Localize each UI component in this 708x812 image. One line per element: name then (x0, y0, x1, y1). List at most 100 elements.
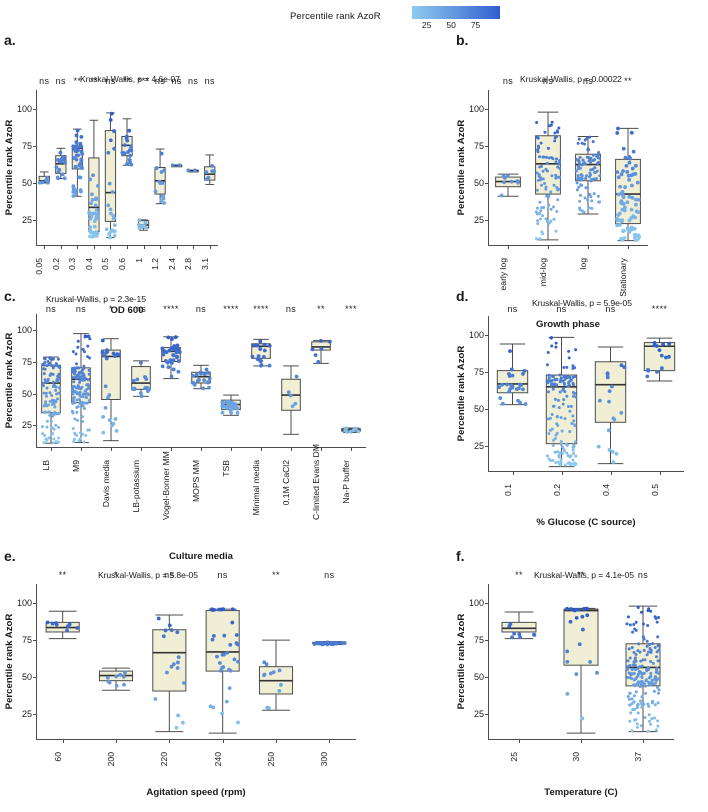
data-point (647, 676, 651, 680)
data-point (532, 632, 536, 637)
data-point (625, 667, 629, 671)
data-point (630, 677, 634, 681)
data-point (56, 378, 60, 382)
data-point (630, 667, 634, 671)
data-point (271, 670, 276, 675)
data-point (646, 729, 650, 733)
data-point (173, 347, 178, 352)
data-point (73, 367, 77, 371)
data-point (104, 227, 109, 232)
data-point (54, 165, 59, 170)
data-point (215, 654, 219, 659)
y-tick-label: 25 (21, 214, 32, 225)
data-point (502, 176, 507, 180)
data-point (655, 650, 659, 654)
data-point (545, 161, 549, 165)
data-point (587, 175, 591, 179)
y-tick-mark (33, 393, 36, 395)
data-point (558, 463, 562, 467)
data-point (656, 671, 660, 675)
x-tick-mark (329, 740, 331, 743)
data-point (166, 335, 171, 340)
data-point (279, 682, 283, 687)
data-point (277, 689, 282, 693)
data-point (112, 233, 117, 238)
data-point (46, 380, 50, 384)
data-point (565, 606, 569, 611)
y-tick-label: 50 (21, 388, 32, 399)
significance-marker: *** (345, 304, 357, 314)
data-point (580, 141, 584, 145)
data-point (664, 355, 668, 360)
data-point (51, 380, 55, 384)
data-point (42, 391, 46, 395)
data-point (329, 641, 334, 646)
data-point (632, 650, 636, 654)
x-tick-label: 60 (52, 752, 63, 762)
data-point (85, 387, 89, 391)
data-point (71, 427, 75, 431)
data-point (202, 378, 207, 383)
data-point (595, 670, 599, 675)
data-point (90, 192, 94, 197)
data-point (596, 194, 600, 198)
data-point (553, 139, 557, 143)
data-point (82, 392, 86, 396)
data-point (108, 211, 113, 216)
data-point (587, 206, 591, 210)
data-point (636, 605, 640, 609)
data-point (575, 188, 579, 192)
data-point (650, 701, 654, 705)
data-point (634, 652, 638, 656)
boxplot-group (312, 640, 347, 647)
data-point (181, 681, 186, 685)
data-point (659, 366, 664, 371)
panel-e: e. Kruskal-Wallis, p = 5.8e-05 Percentile … (0, 548, 386, 801)
x-axis-line-a (36, 245, 218, 246)
data-point (80, 415, 84, 419)
data-point (169, 664, 174, 669)
data-point (262, 348, 267, 353)
data-point (634, 238, 638, 243)
data-point (71, 375, 75, 379)
data-point (82, 378, 86, 382)
data-point (160, 181, 165, 185)
y-tick-mark (33, 425, 36, 427)
data-point (562, 398, 566, 402)
data-point (499, 193, 504, 198)
data-point (143, 225, 147, 229)
data-point (626, 227, 630, 232)
data-point (290, 404, 295, 409)
data-point (57, 391, 61, 395)
data-point (576, 164, 580, 168)
data-point (72, 440, 76, 444)
data-point (549, 459, 553, 463)
data-point (206, 371, 211, 375)
x-tick-mark (93, 246, 95, 249)
data-point (258, 339, 263, 344)
data-point (567, 349, 571, 353)
significance-marker: ns (188, 76, 199, 86)
data-point (605, 371, 610, 376)
data-point (557, 455, 561, 459)
y-tick-mark (485, 409, 488, 410)
data-point (620, 238, 625, 242)
data-point (521, 387, 525, 392)
data-point (74, 376, 78, 380)
data-point (109, 111, 114, 116)
data-point (592, 192, 596, 196)
data-point (72, 395, 76, 399)
data-point (51, 432, 55, 436)
data-point (557, 175, 561, 179)
data-point (76, 384, 80, 388)
data-point (57, 440, 60, 444)
data-point (640, 702, 644, 706)
data-point (656, 691, 660, 695)
legend-tick: 25 (421, 20, 432, 30)
data-point (87, 428, 91, 432)
data-point (567, 356, 571, 360)
data-point (143, 220, 148, 225)
data-point (171, 358, 176, 363)
data-point (191, 381, 195, 385)
significance-marker: ns (45, 304, 57, 314)
